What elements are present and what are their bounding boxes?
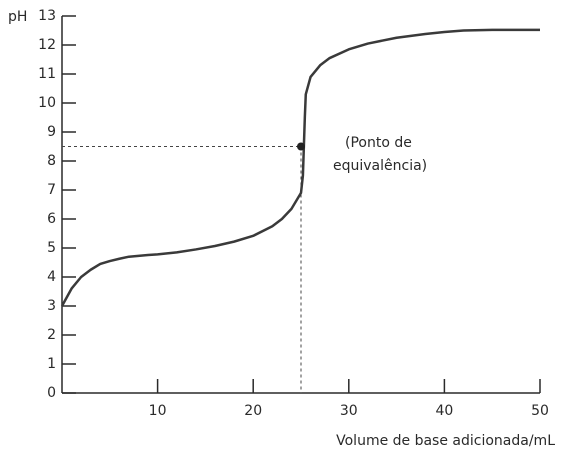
y-tick-label: 7 <box>47 182 56 198</box>
y-tick-label: 12 <box>38 37 56 53</box>
x-axis-label: Volume de base adicionada/mL <box>336 433 555 449</box>
x-tick-label: 30 <box>340 403 358 419</box>
x-tick-label: 10 <box>149 403 167 419</box>
equivalence-point <box>297 142 305 151</box>
y-tick-label: 6 <box>47 211 56 227</box>
y-tick-label: 3 <box>47 298 56 314</box>
x-tick-label: 40 <box>435 403 453 419</box>
y-tick-label: 13 <box>38 8 56 24</box>
x-tick-label: 50 <box>531 403 549 419</box>
y-tick-label: 9 <box>47 124 56 140</box>
y-tick-label: 0 <box>47 385 56 401</box>
x-tick-label: 20 <box>244 403 262 419</box>
y-tick-label: 8 <box>47 153 56 169</box>
y-tick-label: 11 <box>38 66 56 82</box>
curve <box>60 28 540 307</box>
y-tick-label: 5 <box>47 240 56 256</box>
annotation: equivalência) <box>333 158 427 174</box>
y-tick-label: 10 <box>38 95 56 111</box>
y-tick-label: 1 <box>47 356 56 372</box>
y-tick-label: 2 <box>47 327 56 343</box>
y-axis-label: pH <box>8 9 27 25</box>
y-tick-label: 4 <box>47 269 56 285</box>
annotation: (Ponto de <box>345 135 412 151</box>
